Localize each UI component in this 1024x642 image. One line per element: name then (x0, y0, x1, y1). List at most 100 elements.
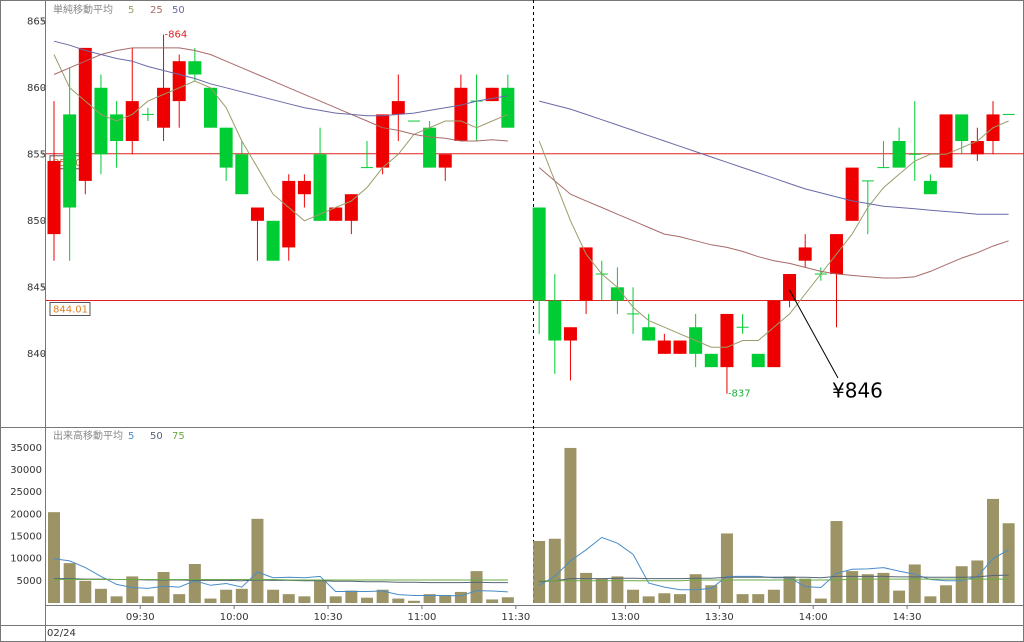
reference-label-box (49, 301, 91, 316)
volume-bar (720, 533, 733, 603)
candle-body (892, 141, 906, 168)
volume-bar (267, 589, 280, 603)
candle-body (157, 87, 171, 128)
volume-bar (157, 571, 170, 603)
volume-bar (877, 572, 890, 603)
volume-bar (736, 594, 749, 603)
legend-label: 50 (150, 431, 163, 442)
candle-body (548, 300, 562, 341)
x-tick-label: 13:30 (705, 612, 734, 623)
volume-bar (63, 563, 76, 603)
volume-bar (251, 518, 264, 603)
volume-bar (674, 594, 686, 603)
candle-body (282, 180, 296, 248)
y-tick-label: 865 (27, 16, 46, 27)
volume-bar (595, 578, 608, 603)
volume-bar (627, 589, 640, 603)
volume-bar (470, 571, 483, 603)
candle-body (610, 287, 624, 301)
y-tick-label: 20000 (10, 509, 42, 520)
volume-bar (454, 591, 467, 603)
candle-body (563, 327, 577, 341)
x-tick-label: 10:30 (314, 612, 343, 623)
candle-body (783, 274, 797, 301)
legend-label: 50 (172, 5, 185, 16)
date-label: 02/24 (47, 628, 76, 639)
candle-body (767, 300, 781, 368)
volume-bar (564, 447, 577, 603)
volume-bar (298, 596, 311, 603)
y-tick-label: 5000 (17, 576, 42, 587)
candle-body (939, 114, 953, 168)
volume-bar (188, 564, 201, 603)
candle-body (329, 207, 343, 221)
volume-bar (345, 590, 358, 603)
volume-bar (220, 589, 233, 603)
volume-bar (407, 600, 420, 603)
candle-body (110, 114, 124, 142)
callout-label: ¥846 (832, 379, 883, 403)
volume-bar (580, 572, 593, 603)
y-tick-label: 25000 (10, 487, 42, 498)
volume-bar (548, 538, 561, 603)
candle-body (313, 154, 327, 221)
ma-line (54, 578, 1009, 582)
volume-bar (533, 540, 546, 603)
volume-bar (110, 596, 123, 603)
candle-body (250, 207, 264, 221)
volume-bar (361, 597, 373, 603)
candle-body (266, 220, 280, 261)
legend-label: 75 (172, 431, 185, 442)
legend-title: 単純移動平均 (53, 3, 113, 16)
volume-bar (908, 564, 921, 603)
candle-body (94, 87, 108, 155)
volume-bar (314, 580, 327, 603)
volume-bar (329, 596, 342, 603)
candle-body (47, 160, 61, 235)
legend-title: 出来高移動平均 (53, 429, 123, 442)
candle-body (78, 47, 92, 181)
candle-body (235, 154, 249, 195)
candle-body (376, 114, 390, 168)
candle-body (970, 141, 984, 155)
volume-bar (501, 597, 514, 603)
volume-bar (642, 596, 655, 603)
candle-body (125, 101, 139, 142)
volume-bar (830, 521, 843, 603)
y-tick-label: 850 (27, 216, 46, 227)
legend-label: 5 (128, 431, 134, 442)
candle-body (219, 127, 233, 168)
candle-body (798, 247, 812, 261)
volume-bar (705, 585, 718, 603)
candle-body (657, 340, 671, 354)
x-tick-label: 11:30 (501, 612, 530, 623)
x-tick-label: 14:30 (893, 612, 922, 623)
y-tick-label: 845 (27, 282, 46, 293)
candle-body (423, 127, 437, 168)
volume-bar (126, 576, 139, 603)
y-tick-label: 860 (27, 83, 46, 94)
reference-label: 844.01 (53, 304, 88, 315)
volume-bar (439, 595, 452, 603)
volume-bar (783, 576, 796, 603)
volume-bar (752, 594, 765, 603)
volume-bar (79, 580, 92, 603)
volume-bar (924, 596, 937, 603)
volume-bar (814, 598, 827, 603)
candle-body (955, 114, 969, 142)
volume-bar (987, 498, 999, 603)
candle-body (501, 87, 515, 128)
candle-body (751, 353, 765, 368)
volume-bar (799, 578, 812, 603)
candle-body (63, 114, 77, 208)
volume-bar (376, 589, 389, 603)
volume-bar (48, 512, 60, 603)
candle-body (297, 180, 311, 195)
volume-bar (423, 594, 436, 603)
candle-body (673, 340, 687, 354)
candle-body (704, 353, 718, 368)
volume-bar (893, 590, 906, 603)
y-tick-label: 30000 (10, 465, 42, 476)
volume-bar (955, 566, 968, 603)
